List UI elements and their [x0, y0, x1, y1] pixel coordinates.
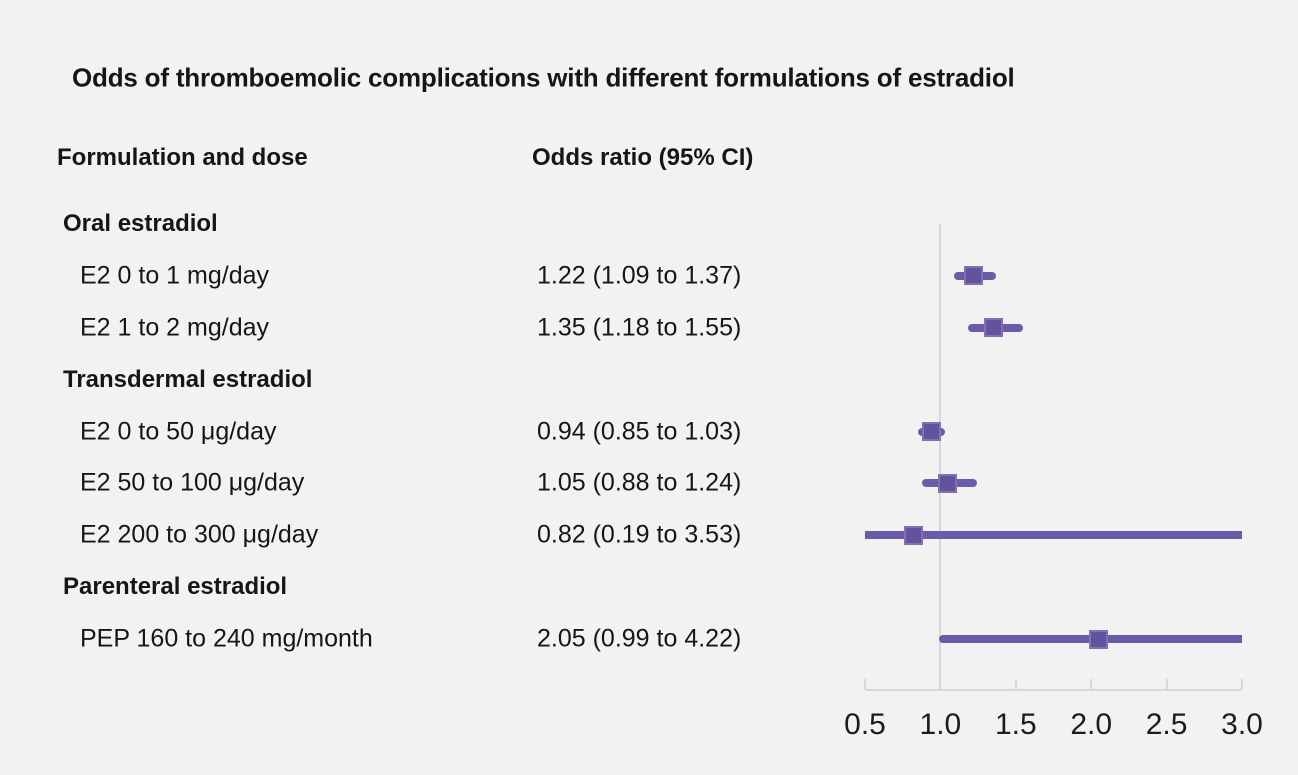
x-tick-label: 2.5 — [1145, 708, 1188, 741]
row-item-label: E2 1 to 2 mg/day — [80, 313, 270, 342]
point-estimate-marker — [903, 525, 923, 545]
odds-ratio-value: 2.05 (0.99 to 4.22) — [537, 624, 742, 653]
reference-line — [939, 224, 942, 690]
x-tick — [1090, 679, 1093, 689]
column-header-formulation: Formulation and dose — [57, 144, 308, 171]
x-tick — [1241, 679, 1243, 689]
point-estimate-marker — [938, 473, 958, 493]
column-header-odds-ratio: Odds ratio (95% CI) — [532, 144, 754, 171]
point-estimate-marker — [921, 422, 941, 441]
x-tick-label: 3.0 — [1221, 708, 1263, 741]
odds-ratio-value: 1.05 (0.88 to 1.24) — [537, 468, 742, 497]
point-estimate-marker — [983, 318, 1003, 338]
x-tick-label: 2.0 — [1070, 708, 1113, 741]
row-item-label: E2 0 to 1 mg/day — [80, 261, 270, 290]
row-item-label: E2 200 to 300 μg/day — [80, 520, 319, 549]
x-tick-label: 1.0 — [919, 708, 962, 741]
point-estimate-marker — [1089, 629, 1109, 649]
row-group-label: Transdermal estradiol — [63, 365, 313, 393]
x-tick — [939, 679, 942, 689]
row-group-label: Oral estradiol — [63, 210, 218, 237]
odds-ratio-value: 1.22 (1.09 to 1.37) — [537, 261, 742, 290]
point-estimate-marker — [964, 266, 984, 286]
odds-ratio-value: 1.35 (1.18 to 1.55) — [537, 313, 742, 342]
x-tick-label: 1.5 — [994, 708, 1037, 741]
x-tick — [1165, 679, 1168, 689]
x-tick — [1014, 679, 1017, 689]
x-tick-label: 0.5 — [844, 708, 886, 741]
figure-title: Odds of thromboemolic complications with… — [72, 62, 1015, 93]
odds-ratio-value: 0.82 (0.19 to 3.53) — [537, 520, 742, 549]
x-axis — [865, 689, 1242, 691]
row-item-label: PEP 160 to 240 mg/month — [80, 624, 373, 653]
odds-ratio-value: 0.94 (0.85 to 1.03) — [537, 417, 742, 445]
x-tick — [864, 679, 866, 689]
row-group-label: Parenteral estradiol — [63, 573, 288, 601]
confidence-interval-bar — [865, 531, 1242, 540]
row-item-label: E2 50 to 100 μg/day — [80, 468, 305, 497]
row-item-label: E2 0 to 50 μg/day — [80, 417, 277, 445]
